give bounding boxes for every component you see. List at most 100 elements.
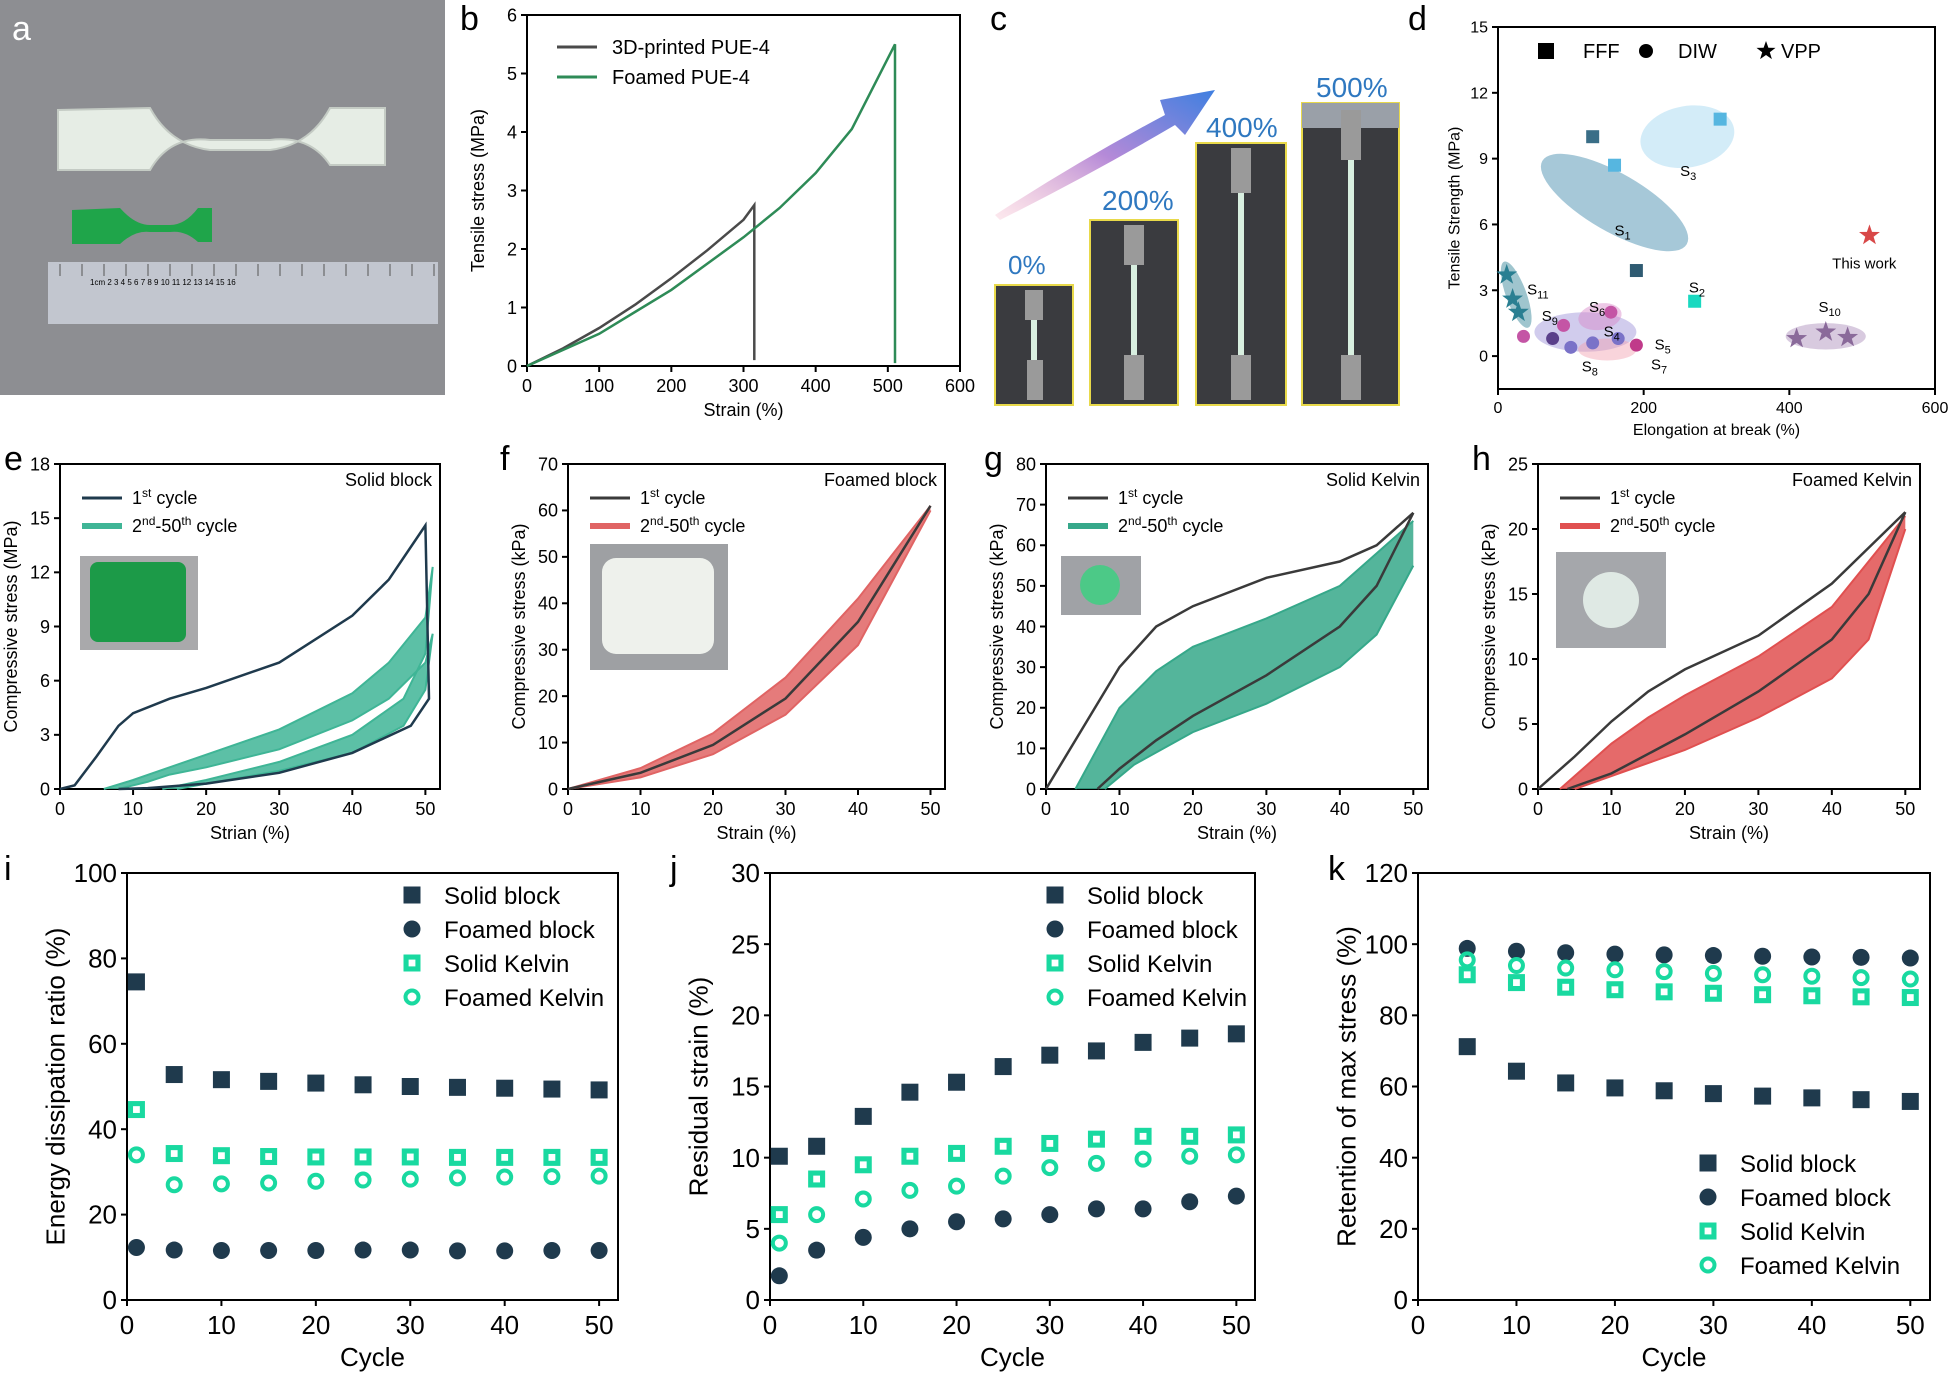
- y-tick-label: 10: [538, 733, 558, 753]
- y-tick-label: 80: [1016, 454, 1036, 474]
- y-tick-label: 3: [507, 181, 517, 201]
- sup: nd: [1128, 514, 1141, 528]
- chart-b: 0 100 200 300 400 500 600 0 1 2 3 4 5 6 Strain (%) Tens…: [468, 5, 975, 420]
- x-tick-label: 0: [522, 376, 532, 396]
- legend-text: cycle: [1669, 516, 1715, 536]
- point-0-3: [901, 1083, 919, 1101]
- legend-label-2: Solid Kelvin: [1087, 951, 1212, 978]
- x-tick-label: 0: [1533, 799, 1543, 819]
- point-1-0: [770, 1267, 788, 1285]
- annotation-subscript: 4: [1614, 331, 1620, 343]
- y-axis-label: Tensile Strength (MPa): [1447, 127, 1464, 290]
- inset-g-solid-kelvin: [1061, 556, 1141, 615]
- y-tick-label: 2: [507, 239, 517, 259]
- data-point-5: [1516, 329, 1530, 343]
- point-0-2: [1557, 1074, 1575, 1092]
- y-tick-label: 0: [507, 356, 517, 376]
- point-2-9-hole: [1186, 1132, 1194, 1140]
- x-axis-label: Strain (%): [1689, 823, 1769, 843]
- x-tick-label: 40: [342, 799, 362, 819]
- point-2-6-hole: [1759, 991, 1767, 999]
- point-3-1: [1507, 957, 1525, 975]
- point-1-8: [1852, 948, 1870, 966]
- point-3-6: [1754, 966, 1772, 984]
- point-3-2: [854, 1190, 872, 1208]
- x-tick-label: 10: [849, 1310, 878, 1340]
- point-3-10: [590, 1167, 608, 1185]
- y-axis-label: Compressive stress (MPa): [1, 520, 21, 732]
- point-0-5: [994, 1058, 1012, 1076]
- legend-marker-2-hole: [408, 959, 416, 967]
- annotation-subscript: 11: [1537, 290, 1548, 302]
- photo-c: [994, 90, 1400, 406]
- y-tick-label: 60: [538, 501, 558, 521]
- point-2-7-hole: [454, 1153, 461, 1161]
- point-3-6: [1041, 1159, 1059, 1177]
- plot-frame: [126, 872, 619, 1301]
- y-tick-label: 10: [1016, 739, 1036, 759]
- x-tick-label: 200: [1630, 400, 1657, 417]
- y-tick-label: 15: [30, 508, 50, 528]
- y-axis-label: Compressive stress (kPa): [1479, 523, 1499, 729]
- legend-marker-0: [403, 886, 421, 904]
- point-2-8-hole: [1139, 1132, 1147, 1140]
- y-tick-label: 0: [103, 1285, 117, 1315]
- point-0-7: [1803, 1089, 1821, 1107]
- x-tick-label: 0: [120, 1310, 134, 1340]
- cycle-band-edge-0: [1559, 515, 1907, 790]
- point-3-0: [1458, 951, 1476, 969]
- point-1-10: [1227, 1187, 1245, 1205]
- legend-text: cycle: [151, 488, 197, 508]
- x-tick-label: 10: [1601, 799, 1621, 819]
- legend-text: cycle: [1177, 516, 1223, 536]
- sup: nd: [650, 514, 663, 528]
- data-point-9: [1586, 336, 1600, 350]
- legend-marker-fff: [1538, 43, 1554, 59]
- series-line-1: [526, 43, 897, 368]
- point-2-7-hole: [1093, 1135, 1100, 1143]
- y-tick-label: 3: [1479, 283, 1488, 300]
- point-2-10-hole: [595, 1153, 603, 1161]
- x-tick-label: 20: [703, 799, 723, 819]
- point-0-10: [590, 1081, 608, 1099]
- chart-title: Foamed Kelvin: [1792, 470, 1912, 490]
- annotation-9: S10: [1818, 299, 1840, 319]
- y-tick-label: 20: [538, 686, 558, 706]
- y-tick-label: 5: [1518, 714, 1528, 734]
- cycle-band-edge-1: [1574, 528, 1907, 790]
- data-point-14: [1502, 288, 1523, 308]
- annotation-this-work: This work: [1832, 255, 1897, 272]
- x-tick-label: 50: [1896, 1310, 1925, 1340]
- legend-label-0: Solid block: [1087, 883, 1204, 910]
- point-0-4: [1655, 1082, 1673, 1100]
- data-point-1: [1608, 158, 1622, 172]
- x-tick-label: 600: [945, 376, 975, 396]
- point-0-7: [1087, 1042, 1105, 1060]
- y-tick-label: 120: [1365, 858, 1408, 888]
- point-2-3-hole: [265, 1153, 273, 1160]
- increasing-arrow: [995, 90, 1215, 220]
- point-1-7: [448, 1242, 466, 1260]
- point-0-4: [948, 1073, 966, 1091]
- x-tick-label: 50: [920, 799, 940, 819]
- y-axis-label: Tensile stress (MPa): [468, 109, 488, 272]
- y-tick-label: 6: [507, 5, 517, 25]
- y-tick-label: 10: [731, 1143, 760, 1173]
- point-0-3: [1606, 1079, 1624, 1097]
- x-tick-label: 30: [1748, 799, 1768, 819]
- legend-marker-1: [403, 920, 421, 938]
- annotation-subscript: 2: [1699, 287, 1705, 299]
- point-3-7: [1087, 1154, 1105, 1172]
- y-tick-label: 40: [1016, 617, 1036, 637]
- point-0-6: [401, 1078, 419, 1095]
- x-tick-label: 30: [775, 799, 795, 819]
- y-tick-label: 3: [40, 725, 50, 745]
- point-1-7: [1803, 948, 1821, 966]
- sup: nd: [1620, 514, 1633, 528]
- sup: th: [1167, 514, 1177, 528]
- sup: th: [689, 514, 699, 528]
- x-tick-label: 400: [801, 376, 831, 396]
- x-tick-label: 50: [585, 1310, 614, 1340]
- y-tick-label: 6: [40, 671, 50, 691]
